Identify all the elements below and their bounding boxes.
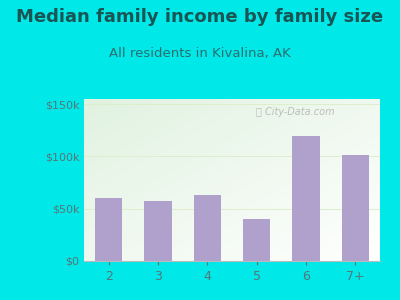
Text: All residents in Kivalina, AK: All residents in Kivalina, AK: [109, 46, 291, 59]
Bar: [194, 195, 221, 261]
Text: Ⓜ City-Data.com: Ⓜ City-Data.com: [256, 107, 334, 117]
Text: Median family income by family size: Median family income by family size: [16, 8, 384, 26]
Bar: [292, 136, 320, 261]
Bar: [243, 219, 270, 261]
Bar: [144, 201, 172, 261]
Bar: [342, 155, 369, 261]
Bar: [95, 198, 122, 261]
